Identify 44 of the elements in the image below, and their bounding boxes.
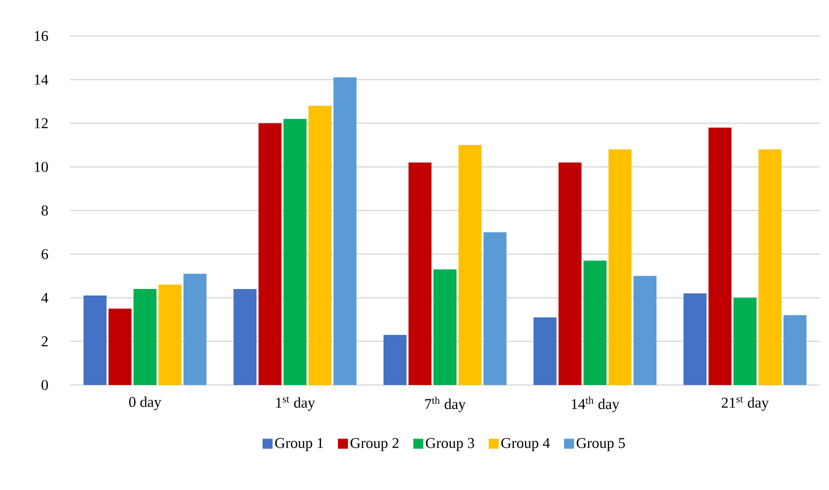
y-tick-label: 8	[42, 205, 48, 216]
y-tick-label: 4	[41, 292, 48, 303]
y-tick-label: 14	[34, 74, 48, 85]
bar	[708, 128, 732, 385]
legend-label: Group 2	[350, 438, 398, 452]
y-tick-label: 6	[42, 249, 48, 260]
bar	[84, 296, 107, 385]
bar	[308, 106, 332, 385]
legend-label: Group 1	[275, 438, 324, 452]
bar	[183, 274, 206, 385]
bar	[458, 145, 482, 385]
bar	[333, 77, 356, 385]
bar	[633, 276, 656, 385]
y-tick-label: 10	[34, 162, 48, 172]
bar	[534, 317, 557, 385]
x-tick-label: 1$^{st}$ day	[276, 396, 316, 411]
bar	[684, 293, 707, 385]
bar	[734, 298, 757, 385]
y-tick-label: 2	[42, 336, 48, 346]
bar	[434, 269, 457, 385]
bar	[258, 123, 282, 385]
y-tick-label: 0	[42, 380, 48, 390]
x-tick-label: 21$^{st}$ day	[722, 396, 769, 411]
bar	[558, 162, 582, 385]
bar	[783, 315, 806, 385]
x-tick-label: 0 day	[129, 396, 162, 410]
bar	[134, 289, 157, 385]
bar	[483, 232, 506, 385]
bar	[108, 308, 132, 385]
legend-label: Group 4	[501, 438, 550, 452]
bar	[408, 162, 432, 385]
bar	[158, 284, 182, 385]
y-tick-label: 12	[34, 118, 48, 128]
bar	[758, 149, 782, 385]
bar	[608, 149, 632, 385]
bar	[234, 289, 257, 385]
y-tick-label: 16	[34, 30, 48, 41]
bar	[584, 260, 607, 385]
x-tick-label: 7$^{th}$ day	[425, 396, 466, 412]
x-tick-label: 14$^{th}$ day	[572, 396, 620, 412]
legend-label: Group 3	[426, 438, 474, 452]
bar	[384, 334, 407, 385]
legend-label: Group 5	[576, 438, 625, 452]
bar	[284, 118, 307, 385]
